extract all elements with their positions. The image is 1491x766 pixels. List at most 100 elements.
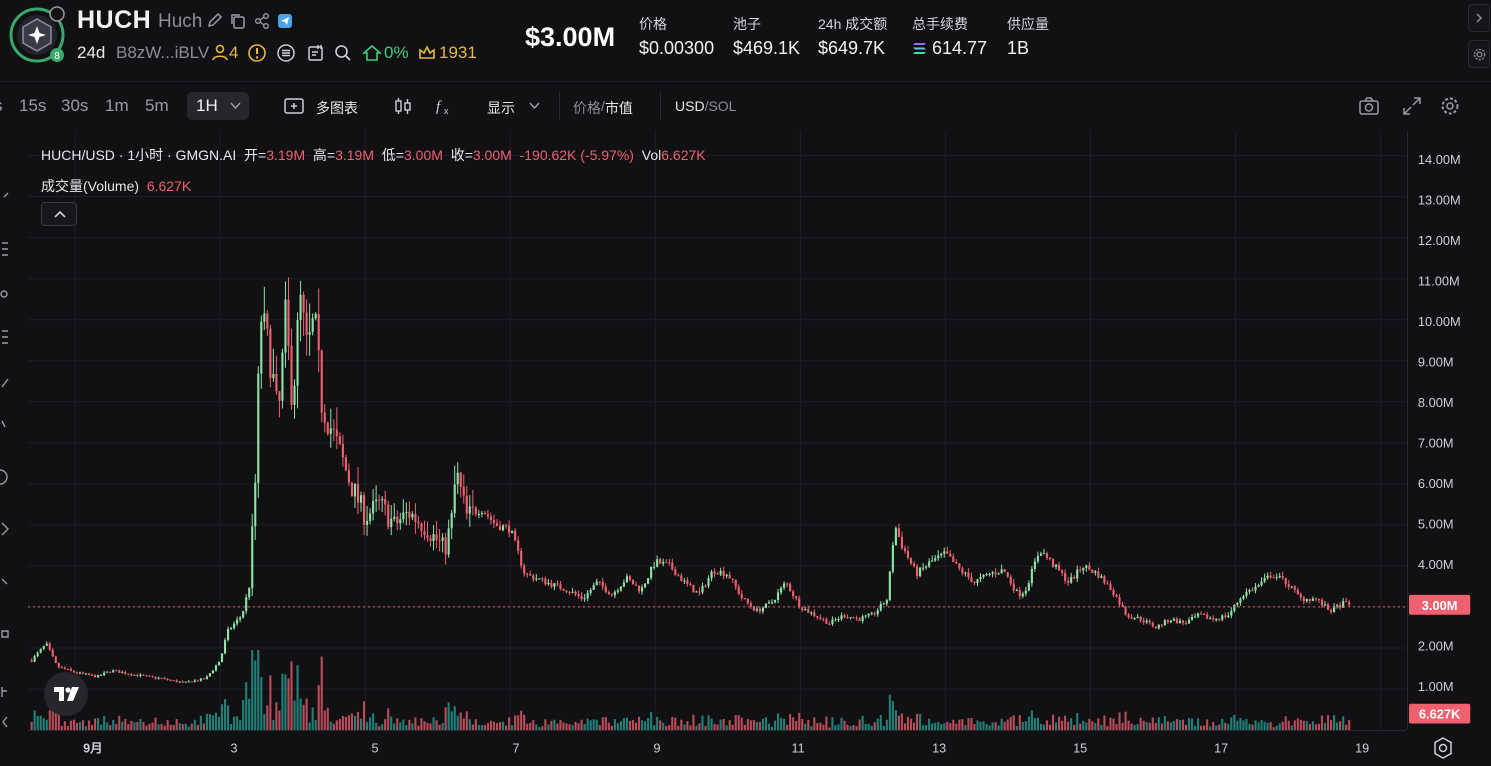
tool-cursor-icon[interactable]	[3, 192, 9, 198]
candle-body	[172, 680, 175, 682]
tool-lines-icon[interactable]	[2, 242, 8, 256]
chart-settings-icon[interactable]	[1430, 735, 1456, 761]
volume-bar	[97, 718, 100, 730]
candle-body	[583, 598, 586, 600]
fullscreen-icon[interactable]	[1401, 95, 1423, 117]
volume-bar	[912, 722, 916, 730]
tool-pattern-icon[interactable]	[0, 469, 8, 485]
time-axis[interactable]: 9月 3 5 7 9 11 13 15 17 19	[28, 730, 1406, 766]
candle-body	[610, 594, 613, 596]
volume-bar	[946, 721, 949, 730]
candle-body	[1112, 589, 1115, 596]
contract-address[interactable]: B8zW...iBLV	[116, 43, 210, 62]
volume-bar	[414, 717, 417, 730]
tool-lock-icon[interactable]	[1, 630, 9, 638]
volume-bar	[719, 719, 722, 730]
volume-bar	[1190, 718, 1194, 730]
open-value: 3.19M	[266, 147, 306, 163]
currency-toggle[interactable]: USD / SOL	[675, 98, 736, 114]
candle-body	[329, 428, 332, 434]
candle-body	[477, 514, 480, 516]
candle-body	[317, 313, 320, 351]
volume-bar	[897, 715, 900, 730]
tool-eye-icon[interactable]	[1, 687, 7, 697]
price-mcap-toggle[interactable]: 价格 / 市值	[573, 98, 633, 118]
share-icon[interactable]	[253, 12, 271, 30]
display-dropdown[interactable]: 显示	[487, 100, 515, 116]
telegram-icon[interactable]	[276, 12, 294, 30]
volume-bar	[251, 650, 254, 730]
timeframe-partial[interactable]: s	[0, 96, 3, 116]
collapse-legend-button[interactable]	[41, 202, 77, 226]
tool-node-icon[interactable]	[0, 290, 8, 298]
timeframe-1m[interactable]: 1m	[105, 96, 129, 115]
panel-settings-button[interactable]	[1468, 40, 1490, 68]
mcap-toggle[interactable]: 市值	[604, 100, 633, 116]
candlestick-chart[interactable]	[28, 131, 1406, 730]
candle-body	[746, 598, 749, 604]
tool-zoom-icon[interactable]	[1, 578, 8, 585]
price-axis[interactable]: 14.00M 13.00M 12.00M 11.00M 10.00M 9.00M 8.00M…	[1407, 131, 1491, 730]
tool-brush-icon[interactable]	[1, 378, 9, 388]
close-value: 3.00M	[472, 147, 512, 163]
volume-bar	[1079, 723, 1082, 730]
candle-body	[1251, 590, 1254, 592]
volume-bar	[1051, 714, 1055, 730]
price-toggle[interactable]: 价格	[573, 100, 601, 116]
volume-bar	[1224, 722, 1227, 730]
candle-body	[1299, 594, 1302, 598]
copy-icon[interactable]	[229, 12, 247, 30]
candle-body	[843, 615, 846, 618]
candle-body	[1269, 575, 1272, 578]
collapse-panel-button[interactable]	[1468, 4, 1490, 32]
volume-bar	[1209, 726, 1212, 730]
volume-bar	[970, 717, 973, 730]
volume-bar	[1061, 720, 1064, 730]
volume-bar	[523, 714, 526, 730]
tradingview-logo[interactable]	[44, 672, 88, 716]
volume-bar	[1326, 715, 1330, 730]
tool-measure-icon[interactable]	[1, 522, 9, 536]
volume-bar	[1248, 723, 1251, 730]
candle-type-icon[interactable]	[392, 95, 414, 117]
add-chart-icon[interactable]	[283, 95, 305, 117]
multi-chart-button[interactable]: 多图表	[316, 100, 358, 116]
menu-circle-icon[interactable]	[276, 43, 296, 63]
candle-body	[305, 312, 308, 335]
tool-trash-icon[interactable]	[2, 716, 8, 728]
timeframe-5m[interactable]: 5m	[145, 96, 169, 115]
camera-icon[interactable]	[1358, 95, 1380, 117]
candle-body	[577, 594, 580, 597]
candle-body	[335, 429, 338, 437]
display-chevron-icon[interactable]	[529, 102, 540, 110]
volume-bar	[320, 656, 323, 730]
warning-icon[interactable]	[247, 43, 267, 63]
candle-body	[87, 673, 91, 675]
usd-toggle[interactable]: USD	[675, 98, 705, 114]
timeframe-15s[interactable]: 15s	[19, 96, 47, 115]
candle-body	[338, 436, 341, 445]
search-icon[interactable]	[333, 43, 353, 63]
tool-fib-icon[interactable]	[2, 330, 8, 344]
candle-body	[142, 674, 145, 676]
candle-body	[710, 571, 713, 579]
timeframe-selector[interactable]: 1H	[187, 92, 249, 120]
volume-bar	[205, 713, 208, 730]
toggle-slash: /	[601, 98, 605, 114]
edit-icon[interactable]	[206, 12, 224, 30]
candle-body	[985, 574, 988, 576]
volume-bar	[492, 721, 496, 730]
contract-info-icon[interactable]	[306, 43, 326, 63]
volume-bar	[1088, 718, 1091, 730]
volume-bar	[686, 721, 689, 730]
candle-body	[1103, 576, 1106, 584]
timeframe-30s[interactable]: 30s	[61, 96, 89, 115]
tool-text-icon[interactable]	[1, 420, 6, 428]
candle-body	[1230, 610, 1233, 616]
volume-bar	[713, 724, 716, 730]
sol-toggle[interactable]: SOL	[708, 98, 737, 114]
candle-body	[1061, 570, 1064, 573]
settings-gear-icon[interactable]	[1439, 95, 1461, 117]
time-tick-label: 5	[372, 741, 379, 755]
